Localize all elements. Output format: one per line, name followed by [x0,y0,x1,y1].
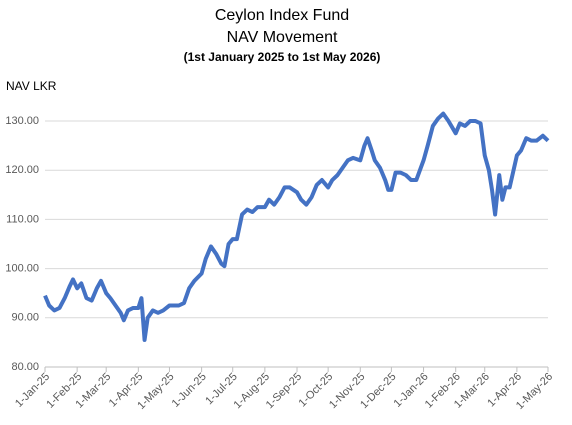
nav-line [43,111,550,342]
y-tick-label: 130.00 [5,115,39,127]
y-tick-label: 120.00 [5,164,39,176]
y-tick-label: 90.00 [11,312,39,324]
x-tick-label: 1-Jun-25 [170,371,209,410]
chart-period: (1st January 2025 to 1st May 2026) [184,50,381,64]
x-tick-label: 1-Sep-25 [264,371,304,411]
y-tick-label: 80.00 [11,361,39,373]
y-tick-label: 110.00 [6,213,39,225]
y-axis-label: NAV LKR [6,79,57,93]
chart-title: Ceylon Index Fund [215,7,349,24]
chart-subtitle: NAV Movement [227,29,338,46]
y-tick-label: 100.00 [5,263,39,275]
